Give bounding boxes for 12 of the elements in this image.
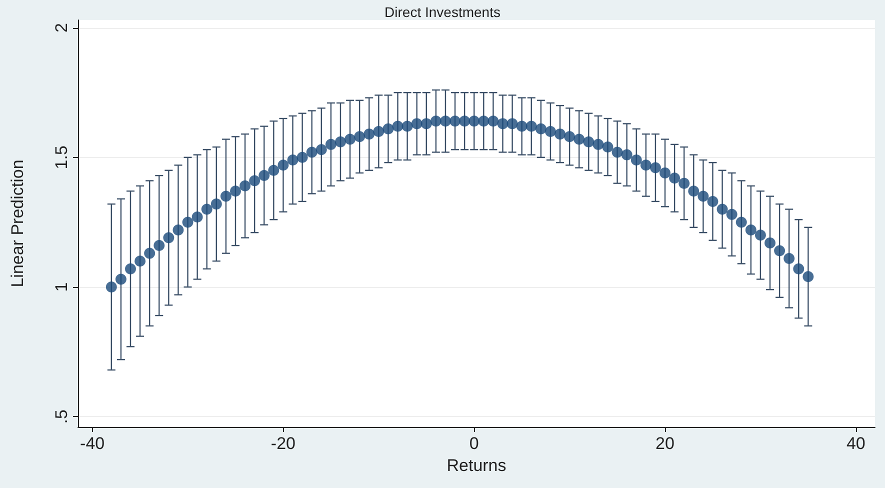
- x-tick-label: 0: [469, 434, 479, 453]
- x-tick-label: 40: [846, 434, 866, 453]
- y-tick-label: 2: [52, 23, 71, 33]
- x-tick-label: -20: [270, 434, 296, 453]
- chart-title: Direct Investments: [384, 4, 500, 20]
- y-tick-label: .5: [52, 410, 71, 424]
- x-tick-label: 20: [656, 434, 674, 453]
- x-tick-label: -40: [80, 434, 105, 453]
- y-tick-label: 1: [52, 282, 71, 292]
- x-axis-title: Returns: [446, 456, 506, 475]
- y-axis-title: Linear Prediction: [8, 160, 27, 288]
- y-tick-label: 1.5: [52, 146, 71, 170]
